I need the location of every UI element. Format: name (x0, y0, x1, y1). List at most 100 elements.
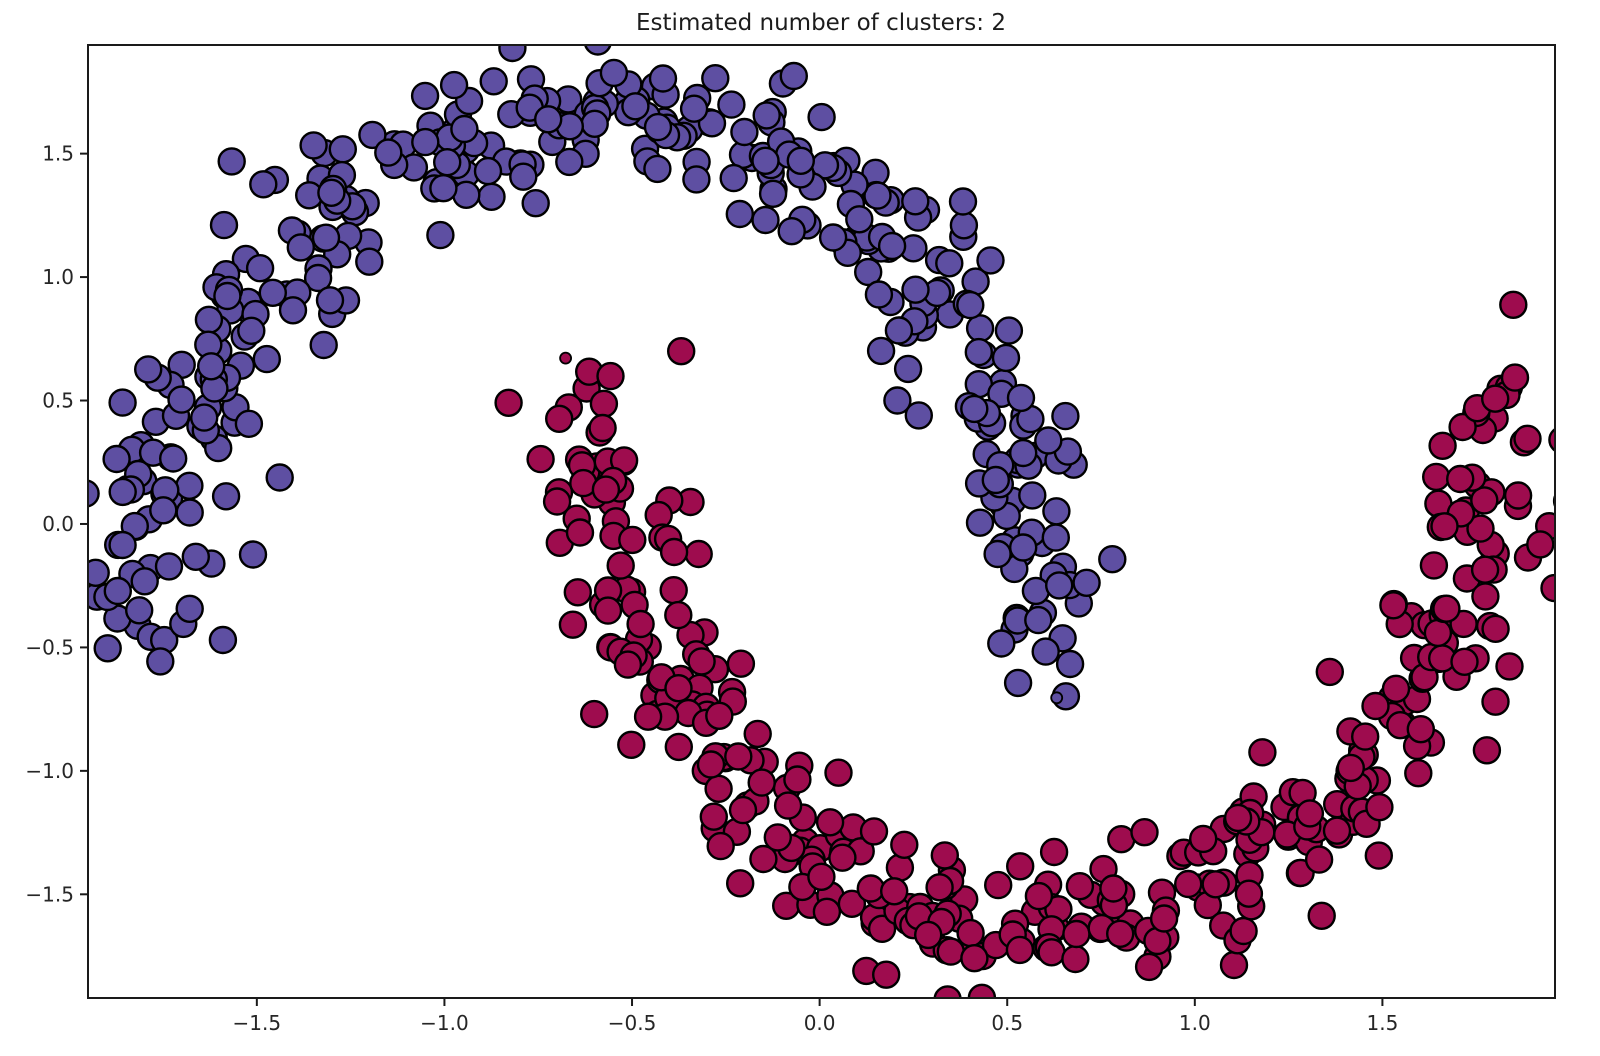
scatter-point-core (747, 768, 776, 797)
scatter-point-core (872, 960, 901, 989)
scatter-point-core (584, 45, 612, 56)
scatter-point-core (877, 231, 907, 261)
scatter-point-core (1432, 594, 1461, 623)
scatter-point-core (521, 188, 550, 218)
scatter-point-core (494, 388, 523, 417)
scatter-point-core (763, 823, 792, 852)
scatter-point-noncore (559, 351, 572, 365)
scatter-point-core (687, 647, 716, 676)
scatter-point-core (867, 914, 897, 943)
scatter-point-core (599, 58, 629, 88)
scatter-point-core (777, 216, 806, 246)
scatter-point-core (509, 162, 538, 191)
scatter-point-core (856, 874, 885, 903)
scatter-point-core (1130, 818, 1159, 847)
scatter-point-core (433, 147, 462, 177)
scatter-point-core (1188, 824, 1218, 854)
scatter-point-core (960, 944, 989, 973)
x-tick-label: 1.0 (1179, 1011, 1211, 1035)
scatter-point-core (167, 385, 196, 414)
scatter-point-core (130, 567, 159, 596)
scatter-point-core (565, 518, 595, 547)
scatter-point-core (588, 413, 617, 443)
scatter-point-core (893, 354, 923, 384)
x-axis: −1.5 −1.0 −0.5 0.0 0.5 1.0 1.5 (233, 998, 1398, 1035)
scatter-point-core (580, 109, 609, 139)
scatter-point-core (724, 742, 753, 771)
scatter-point-core (146, 647, 175, 676)
scatter-point-core (93, 634, 122, 663)
scatter-point-core (355, 247, 384, 276)
scatter-point-core (730, 117, 759, 147)
scatter-point-core (580, 699, 609, 729)
scatter-point-core (1466, 514, 1495, 543)
scatter-point-core (684, 539, 713, 569)
scatter-point-core (252, 344, 281, 374)
scatter-point-core (960, 394, 989, 424)
scatter-point-core (175, 594, 204, 623)
scatter-point-core (837, 889, 867, 918)
scatter-point-core (1336, 753, 1366, 783)
scatter-point-core (643, 112, 673, 142)
scatter-point-core (1307, 901, 1336, 930)
scatter-point-core (1450, 647, 1479, 676)
scatter-point-core (1044, 571, 1074, 600)
scatter-point-core (245, 254, 275, 283)
scatter-point-core (1024, 881, 1054, 911)
scatter-point-core (933, 985, 962, 998)
scatter-point-core (728, 795, 758, 825)
scatter-point-core (884, 316, 914, 345)
scatter-point-core (1003, 668, 1033, 698)
scatter-point-core (299, 131, 328, 160)
scatter-point-core (1051, 401, 1080, 431)
scatter-point-core (751, 146, 780, 176)
scatter-point-core (758, 179, 788, 209)
scatter-point-core (209, 210, 239, 240)
scatter-point-core (558, 610, 588, 639)
scatter-point-core (88, 479, 100, 508)
scatter-point-core (1062, 919, 1091, 949)
scatter-point-core (249, 170, 278, 199)
scatter-point-core (1548, 427, 1555, 453)
scatter-point-noncore (1050, 691, 1064, 705)
scatter-point-core (845, 205, 874, 234)
scatter-point-core (786, 146, 815, 176)
scatter-point-core (286, 233, 315, 262)
scatter-point-core (783, 765, 812, 794)
scatter-point-core (1006, 852, 1035, 881)
scatter-point-core (964, 337, 993, 367)
scatter-point-core (726, 649, 756, 678)
scatter-point-core (309, 330, 338, 360)
scatter-point-core (411, 127, 440, 157)
scatter-point-core (1021, 576, 1051, 606)
scatter-point-core (1072, 568, 1101, 597)
scatter-point-core (818, 223, 848, 252)
scatter-point-core (596, 361, 625, 391)
scatter-point-core (211, 482, 241, 511)
scatter-point-core (701, 63, 730, 93)
y-tick-label: 0.5 (42, 389, 74, 413)
scatter-point-core (1031, 637, 1060, 666)
scatter-point-core (124, 596, 154, 625)
scatter-point-core (664, 600, 693, 630)
scatter-point-core (1149, 904, 1179, 933)
scatter-point-core (358, 120, 387, 150)
scatter-point-core (1065, 872, 1095, 901)
scatter-point-core (1526, 530, 1555, 559)
cluster-1-upper-moon (88, 45, 1127, 711)
scatter-point-core (626, 609, 655, 639)
scatter-point-core (633, 702, 663, 731)
y-tick-label: −1.5 (25, 882, 74, 906)
scatter-point-core (1470, 486, 1499, 515)
scatter-point-core (643, 154, 672, 184)
scatter-point-core (1500, 363, 1530, 392)
scatter-point-core (679, 94, 709, 123)
scatter-point-core (618, 525, 647, 555)
scatter-point-core (88, 558, 110, 587)
scatter-point-core (752, 101, 781, 130)
scatter-point-core (439, 70, 469, 100)
scatter-point-core (1223, 803, 1253, 833)
y-tick-label: −1.0 (25, 759, 74, 783)
scatter-point-core (1173, 869, 1203, 899)
